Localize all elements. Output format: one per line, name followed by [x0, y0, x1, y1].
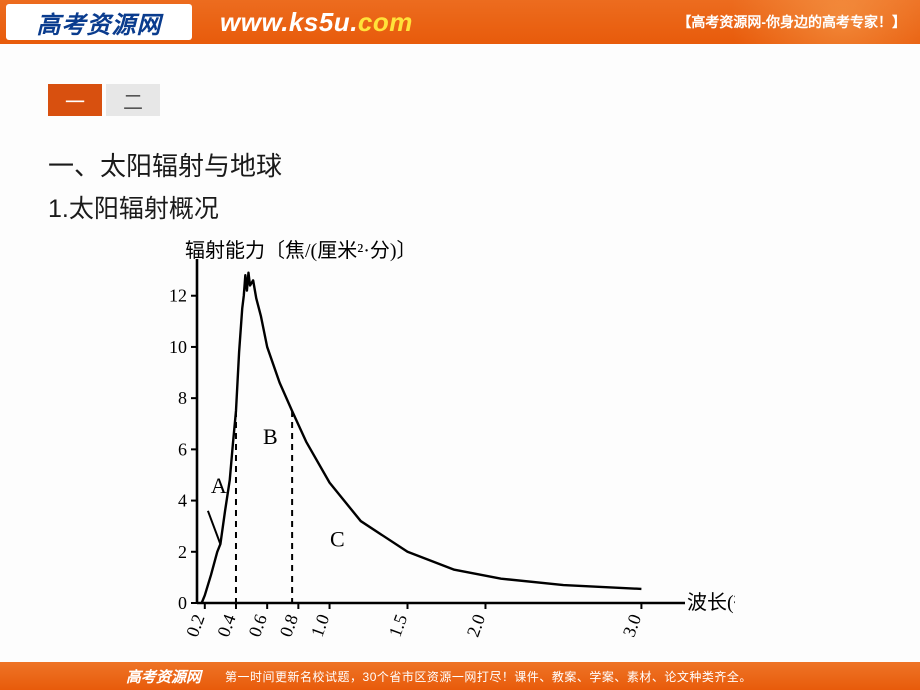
svg-text:1.5: 1.5 — [385, 612, 411, 640]
tab-two[interactable]: 二 — [106, 84, 160, 116]
svg-text:2.0: 2.0 — [463, 612, 489, 640]
svg-text:A: A — [211, 473, 227, 498]
banner-url: www.ks5u.com — [220, 7, 413, 38]
svg-text:0.4: 0.4 — [213, 612, 239, 640]
banner-tagline: 【高考资源网-你身边的高考专家！】 — [677, 12, 906, 32]
svg-text:3.0: 3.0 — [619, 612, 645, 640]
tab-bar: 一 二 — [48, 84, 920, 116]
svg-text:1.0: 1.0 — [307, 612, 333, 640]
svg-text:波长(微米): 波长(微米) — [687, 591, 735, 614]
site-logo: 高考资源网 — [6, 4, 192, 40]
footer-text: 第一时间更新名校试题，30个省市区资源一网打尽！课件、教案、学案、素材、论文种类… — [225, 668, 752, 685]
chart-svg: 辐射能力〔焦/(厘米²·分)〕 0 2 4 6 8 10 12 0.20.40.60.81.0 1… — [135, 235, 735, 665]
svg-text:0: 0 — [178, 593, 187, 613]
tab-one[interactable]: 一 — [48, 84, 102, 116]
svg-text:0.2: 0.2 — [182, 612, 208, 640]
svg-text:6: 6 — [178, 439, 187, 459]
svg-text:4: 4 — [178, 491, 187, 511]
section-subheading: 1.太阳辐射概况 — [48, 189, 920, 225]
content-area: 一 二 一、太阳辐射与地球 1.太阳辐射概况 — [0, 44, 920, 227]
top-banner: 高考资源网 www.ks5u.com 【高考资源网-你身边的高考专家！】 — [0, 0, 920, 44]
svg-text:8: 8 — [178, 388, 187, 408]
svg-text:10: 10 — [169, 337, 187, 357]
svg-text:C: C — [330, 527, 345, 552]
svg-text:0.6: 0.6 — [244, 612, 270, 640]
svg-text:0.8: 0.8 — [276, 612, 302, 640]
svg-text:12: 12 — [169, 286, 187, 306]
footer-logo: 高考资源网 — [126, 666, 201, 687]
url-suffix: com — [358, 7, 413, 37]
svg-text:辐射能力〔焦/(厘米²·分)〕: 辐射能力〔焦/(厘米²·分)〕 — [185, 239, 417, 262]
bottom-banner: 高考资源网 第一时间更新名校试题，30个省市区资源一网打尽！课件、教案、学案、素… — [0, 662, 920, 690]
section-heading: 一、太阳辐射与地球 — [48, 146, 920, 183]
svg-text:B: B — [263, 424, 278, 449]
svg-text:2: 2 — [178, 542, 187, 562]
url-prefix: www.ks5u. — [220, 7, 358, 37]
radiation-chart: 辐射能力〔焦/(厘米²·分)〕 0 2 4 6 8 10 12 0.20.40.60.81.0 1… — [135, 235, 735, 665]
